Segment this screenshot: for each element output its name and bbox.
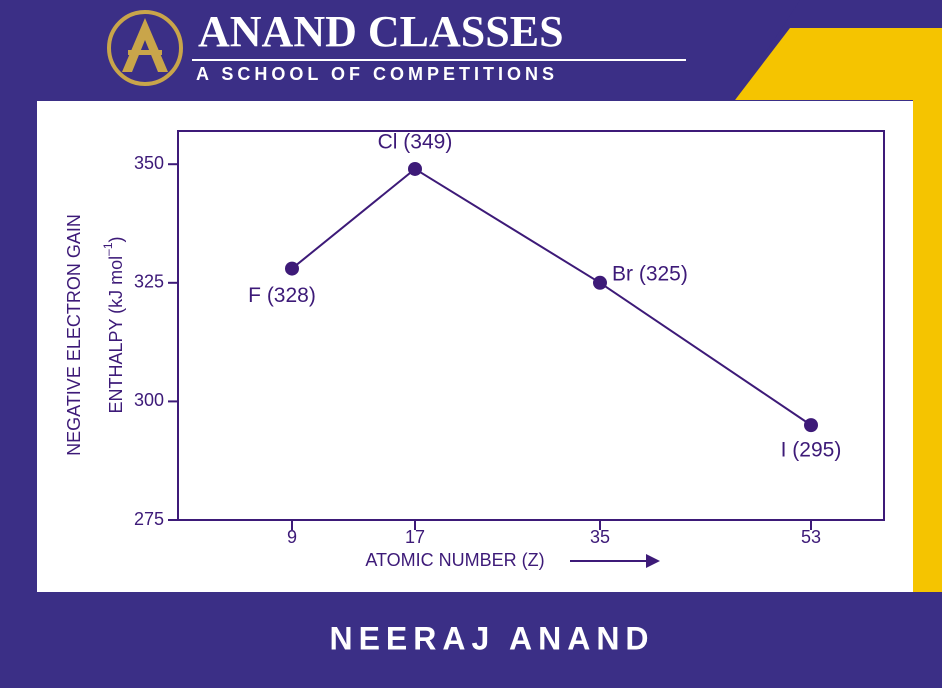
point — [285, 261, 299, 276]
y-tick-label: 325 — [134, 272, 164, 292]
y-axis-label: ENTHALPY (kJ mol — [106, 256, 126, 414]
point — [593, 275, 607, 290]
x-tick-label: 35 — [590, 527, 610, 547]
plot-frame — [177, 130, 885, 521]
footer: NEERAJ ANAND — [329, 620, 654, 656]
logo — [107, 10, 183, 86]
y-axis-label: ENTHALPY (kJ mol–1) — [101, 236, 126, 413]
data-label: Br (325) — [612, 262, 688, 285]
data-label: Cl (349) — [378, 130, 453, 153]
y-tick-label: 275 — [134, 509, 164, 529]
line — [291, 167, 812, 426]
x-tick-label: 17 — [405, 527, 425, 547]
point — [408, 161, 422, 176]
data-label: I (295) — [781, 439, 842, 462]
data-label: F (328) — [248, 284, 316, 307]
banner — [0, 0, 800, 100]
arrow-head — [646, 554, 660, 568]
y-tick-label: 300 — [134, 390, 164, 410]
y-axis-label: ) — [106, 236, 126, 242]
point — [804, 418, 818, 433]
panel — [37, 101, 913, 592]
x-axis-label: ATOMIC NUMBER (Z) — [365, 550, 544, 570]
x-tick-label: 53 — [801, 527, 821, 547]
brand: ANAND CLASSES — [198, 7, 564, 56]
accent — [735, 28, 942, 100]
y-tick-label: 350 — [134, 153, 164, 173]
y-axis-label-sup: –1 — [101, 242, 115, 256]
tagline: A SCHOOL OF COMPETITIONS — [196, 64, 558, 84]
y-axis-label: NEGATIVE ELECTRON GAIN — [64, 214, 84, 456]
accent-side — [913, 100, 942, 592]
x-tick-label: 9 — [287, 527, 297, 547]
